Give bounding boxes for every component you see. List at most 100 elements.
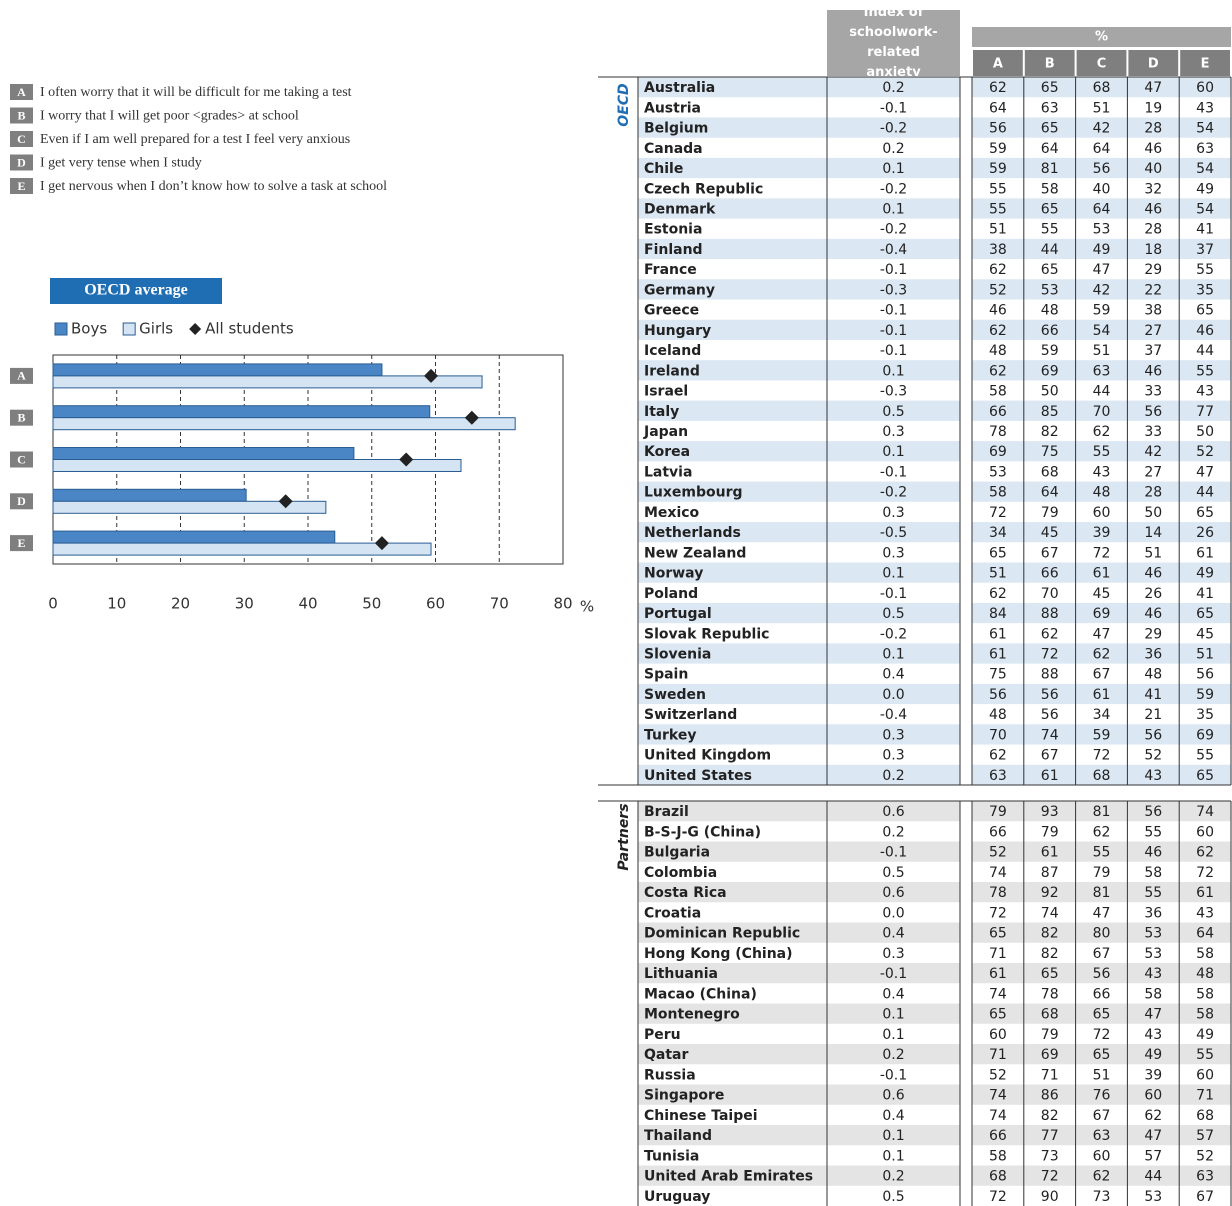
percent-value: 69 (1196, 727, 1214, 743)
country-name: New Zealand (644, 545, 746, 561)
index-value: 0.2 (882, 141, 904, 157)
percent-value: 53 (1144, 946, 1162, 962)
country-name: Macao (China) (644, 986, 757, 1002)
country-name: B-S-J-G (China) (644, 824, 761, 840)
country-name: Slovenia (644, 647, 711, 663)
bar (52, 500, 327, 514)
percent-value: 72 (1041, 647, 1059, 663)
percent-value: 58 (1196, 1007, 1214, 1023)
percent-value: 54 (1196, 201, 1214, 217)
row-shade (972, 963, 1231, 984)
percent-value: 59 (1093, 303, 1111, 319)
country-name: Lithuania (644, 966, 718, 982)
percent-value: 74 (1041, 727, 1059, 743)
percent-value: 67 (1041, 748, 1059, 764)
country-name: Spain (644, 667, 688, 683)
index-value: -0.1 (880, 845, 907, 861)
category-box (10, 409, 33, 426)
percent-value: 64 (1196, 926, 1214, 942)
percent-value: 64 (989, 100, 1007, 116)
percent-value: 77 (1041, 1128, 1059, 1144)
percent-value: 56 (1093, 966, 1111, 982)
country-name: United States (644, 768, 752, 784)
row-shade (638, 481, 960, 502)
percent-value: 79 (1041, 505, 1059, 521)
percent-value: 59 (1196, 687, 1214, 703)
index-value: -0.1 (880, 262, 907, 278)
category-label: B (17, 410, 25, 424)
column-header-box (1128, 50, 1179, 76)
percent-value: 69 (989, 444, 1007, 460)
country-name: Croatia (644, 905, 701, 921)
percent-value: 82 (1041, 946, 1059, 962)
percent-value: 60 (989, 1027, 1007, 1043)
row-shade (638, 1003, 960, 1024)
percent-value: 81 (1093, 804, 1111, 820)
percent-value: 49 (1196, 566, 1214, 582)
percent-value: 55 (1144, 885, 1162, 901)
index-value: -0.1 (880, 586, 907, 602)
percent-value: 65 (1093, 1007, 1111, 1023)
percent-header: % (1095, 30, 1108, 45)
country-name: Denmark (644, 201, 716, 217)
percent-value: 46 (1144, 141, 1162, 157)
percent-value: 55 (1196, 748, 1214, 764)
percent-value: 41 (1196, 586, 1214, 602)
percent-value: 65 (989, 545, 1007, 561)
percent-value: 34 (989, 525, 1007, 541)
marker (399, 452, 414, 467)
index-value: -0.1 (880, 966, 907, 982)
percent-value: 74 (989, 1088, 1007, 1104)
percent-value: 38 (1144, 303, 1162, 319)
row-shade (972, 602, 1231, 624)
x-tick-label: 60 (426, 595, 445, 613)
row-shade (972, 683, 1231, 705)
percent-value: 65 (1041, 80, 1059, 96)
percent-value: 49 (1196, 1027, 1214, 1043)
percent-value: 55 (1093, 444, 1111, 460)
percent-value: 85 (1041, 404, 1059, 420)
index-value: 0.2 (882, 1169, 904, 1185)
row-shade (638, 643, 960, 664)
index-value: 0.0 (882, 687, 904, 703)
percent-value: 52 (1144, 748, 1162, 764)
percent-value: 62 (989, 262, 1007, 278)
country-name: Montenegro (644, 1007, 740, 1023)
index-value: 0.2 (882, 1047, 904, 1063)
percent-value: 61 (989, 966, 1007, 982)
index-value: -0.2 (880, 626, 907, 642)
statement-key: C (17, 132, 26, 146)
percent-value: 60 (1093, 1148, 1111, 1164)
percent-value: 51 (1144, 545, 1162, 561)
percent-value: 68 (1093, 768, 1111, 784)
percent-value: 71 (1041, 1067, 1059, 1083)
column-header-box (1024, 50, 1075, 76)
statement-text: I get nervous when I don’t know how to s… (40, 179, 387, 194)
percent-value: 48 (1144, 667, 1162, 683)
percent-value: 44 (1196, 485, 1214, 501)
percent-value: 41 (1144, 687, 1162, 703)
category-label: E (17, 536, 25, 550)
percent-value: 71 (989, 946, 1007, 962)
percent-value: 51 (1093, 100, 1111, 116)
percent-value: 62 (1041, 626, 1059, 642)
percent-value: 48 (1093, 485, 1111, 501)
percent-value: 60 (1196, 1067, 1214, 1083)
country-name: United Kingdom (644, 748, 771, 764)
percent-value: 61 (1093, 566, 1111, 582)
legend-label: Girls (139, 320, 173, 338)
percent-value: 71 (989, 1047, 1007, 1063)
percent-value: 21 (1144, 707, 1162, 723)
percent-value: 67 (1041, 545, 1059, 561)
percent-value: 47 (1144, 1128, 1162, 1144)
percent-value: 43 (1093, 464, 1111, 480)
percent-value: 67 (1093, 946, 1111, 962)
row-shade (972, 400, 1231, 421)
percent-value: 86 (1041, 1088, 1059, 1104)
percent-value: 65 (1041, 262, 1059, 278)
column-header-box (973, 50, 1023, 76)
statement-key-box (10, 131, 33, 147)
percent-value: 56 (989, 687, 1007, 703)
index-value: -0.1 (880, 303, 907, 319)
